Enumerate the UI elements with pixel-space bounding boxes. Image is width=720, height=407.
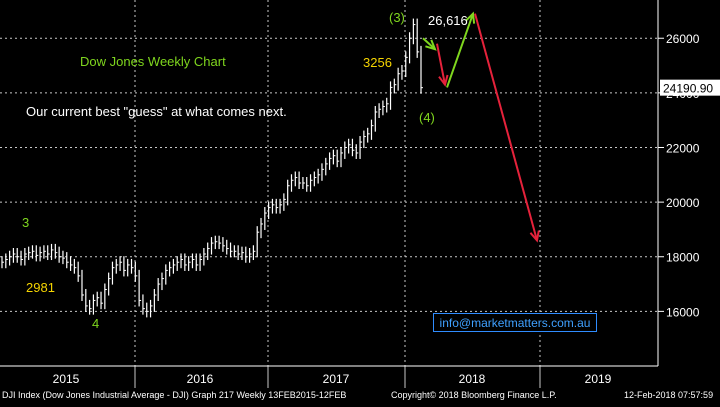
x-tick-label: 2017 bbox=[323, 372, 350, 386]
early-wave3-label: 3 bbox=[22, 215, 29, 230]
projection-arrow bbox=[474, 13, 538, 241]
chart-subtitle: Our current best "guess" at what comes n… bbox=[26, 104, 287, 119]
footer-copyright: Copyright© 2018 Bloomberg Finance L.P. bbox=[391, 390, 557, 400]
y-tick-label: 18000 bbox=[666, 251, 700, 265]
chart-title: Dow Jones Weekly Chart bbox=[80, 54, 226, 69]
projection-arrow-head bbox=[465, 11, 476, 24]
early-wave4-label: 4 bbox=[92, 316, 99, 331]
y-tick-label: 16000 bbox=[666, 305, 700, 319]
x-tick-label: 2019 bbox=[585, 372, 612, 386]
footer-left: DJI Index (Dow Jones Industrial Average … bbox=[2, 390, 347, 400]
footer-timestamp: 12-Feb-2018 07:57:59 bbox=[624, 390, 714, 400]
y-tick-label: 22000 bbox=[666, 141, 700, 155]
wave3-label: (3) bbox=[389, 10, 405, 25]
y-tick-label: 26000 bbox=[666, 32, 700, 46]
footer-bar: DJI Index (Dow Jones Industrial Average … bbox=[0, 388, 720, 402]
x-tick-label: 2016 bbox=[187, 372, 214, 386]
projection-arrow-head bbox=[529, 230, 540, 243]
last-price-box bbox=[660, 79, 720, 96]
last-price-label: 24190.90 bbox=[663, 82, 713, 96]
projection-arrow bbox=[436, 43, 446, 85]
x-tick-label: 2015 bbox=[53, 372, 80, 386]
low-move-label: 2981 bbox=[26, 280, 55, 295]
peak-move-label: 3256 bbox=[363, 55, 392, 70]
projection-arrow bbox=[422, 37, 436, 50]
x-tick-label: 2018 bbox=[459, 372, 486, 386]
projection-arrow-head bbox=[425, 39, 437, 51]
projection-arrow-head bbox=[438, 74, 449, 87]
y-tick-label: 20000 bbox=[666, 196, 700, 210]
projection-arrow bbox=[446, 13, 474, 88]
peak-value-label: 26,616 bbox=[428, 13, 468, 28]
wave4-label: (4) bbox=[419, 110, 435, 125]
email-link[interactable]: info@marketmatters.com.au bbox=[433, 313, 597, 332]
